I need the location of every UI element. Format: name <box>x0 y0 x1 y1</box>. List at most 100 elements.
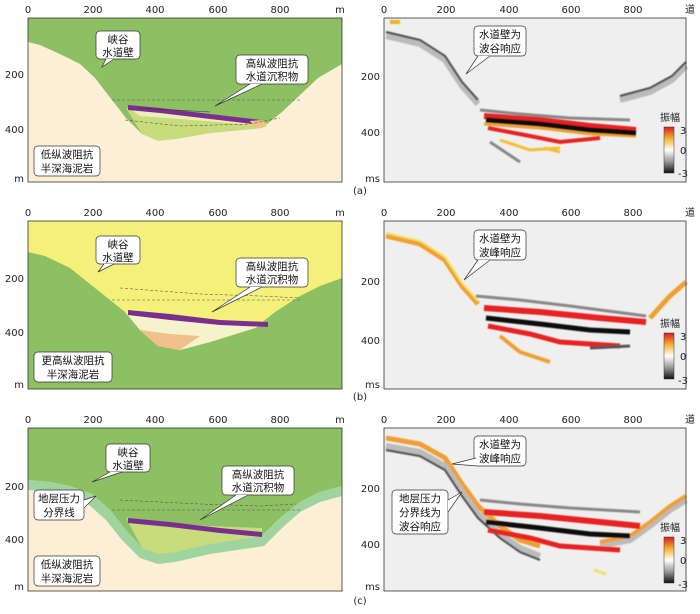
model-b-xtick-0: 0 <box>25 208 31 219</box>
seismic-b-xtick-600: 600 <box>561 208 580 219</box>
seismic-b-yunit: ms <box>365 380 380 391</box>
model-c-wall-label-2: 水道壁 <box>112 459 144 472</box>
model-c-boundary-label-1: 地层压力 <box>38 492 80 505</box>
seismic-c-boundary-label-2: 分界线为 <box>399 506 441 519</box>
colorbar-a-tick-min: -3 <box>678 169 688 180</box>
colorbar-c <box>663 536 675 584</box>
colorbar-c-title: 振幅 <box>660 521 680 534</box>
caption-a: (a) <box>353 186 367 197</box>
seismic-b-wall-label-2: 波峰响应 <box>479 246 521 259</box>
model-b-host-label-1: 更高纵波阻抗 <box>42 354 105 367</box>
model-b-yunit: m <box>14 380 24 391</box>
panel-a: 0 200 400 600 800 m 200 400 m 峡谷 水道壁 高纵波… <box>5 3 695 197</box>
seismic-a-xtick-600: 600 <box>561 5 580 16</box>
seismic-a-xtick-200: 200 <box>436 5 455 16</box>
seismic-b-ytick-400: 400 <box>361 336 380 347</box>
seismic-c-ytick-200: 200 <box>361 484 380 495</box>
model-c-xtick-600: 600 <box>208 415 227 426</box>
model-c-ytick-400: 400 <box>5 535 24 546</box>
model-c-ytick-200: 200 <box>5 482 24 493</box>
model-c-xtick-0: 0 <box>25 415 31 426</box>
colorbar-a-title: 振幅 <box>660 111 680 124</box>
model-b-wall-label-1: 峡谷 <box>108 238 129 251</box>
model-c-wall-label-1: 峡谷 <box>118 446 139 459</box>
colorbar-a-tick-zero: 0 <box>680 146 686 157</box>
seismic-b-xtick-0: 0 <box>381 208 387 219</box>
panel-b: 0 200 400 600 800 m 200 400 m 峡谷 水道壁 高纵波… <box>5 206 695 403</box>
seismic-a-xtick-0: 0 <box>381 5 387 16</box>
seismic-c-xtick-400: 400 <box>499 415 518 426</box>
model-c-channel-label-2: 水道沉积物 <box>232 481 285 494</box>
model-a-yunit: m <box>14 174 24 185</box>
model-c-host-label-1: 低纵波阻抗 <box>41 558 94 571</box>
model-a: 0 200 400 600 800 m 200 400 m 峡谷 水道壁 高纵波… <box>5 5 345 185</box>
model-b-xtick-400: 400 <box>145 208 164 219</box>
model-a-ytick-400: 400 <box>5 125 24 136</box>
colorbar-c-tick-zero: 0 <box>680 556 686 567</box>
model-a-xtick-400: 400 <box>145 5 164 16</box>
caption-c: (c) <box>353 596 366 607</box>
model-a-host-label-1: 低纵波阻抗 <box>41 148 94 161</box>
model-c-boundary-label-2: 分界线 <box>43 506 75 519</box>
model-c-yunit: m <box>14 582 24 593</box>
model-a-wall-label-1: 峡谷 <box>108 33 129 46</box>
colorbar-a <box>663 126 675 174</box>
model-a-xtick-600: 600 <box>208 5 227 16</box>
model-a-ytick-200: 200 <box>5 70 24 81</box>
seismic-a-xunit: 道 <box>685 3 695 16</box>
model-c-host-label-2: 半深海泥岩 <box>41 572 94 585</box>
seismic-b: 0 200 400 600 800 道 200 400 ms 水道壁为 波峰响应… <box>361 206 695 391</box>
seismic-c-wall-label-1: 水道壁为 <box>479 438 521 451</box>
model-b-xunit: m <box>335 208 345 219</box>
model-b-ytick-400: 400 <box>5 328 24 339</box>
colorbar-b <box>663 332 675 380</box>
caption-b: (b) <box>353 392 367 403</box>
seismic-b-wall-label-1: 水道壁为 <box>479 232 521 245</box>
seismic-b-xtick-200: 200 <box>436 208 455 219</box>
model-b-xtick-200: 200 <box>83 208 102 219</box>
model-a-xtick-800: 800 <box>270 5 289 16</box>
model-c-xunit: m <box>335 415 345 426</box>
colorbar-b-title: 振幅 <box>660 317 680 330</box>
seismic-a-ytick-400: 400 <box>361 128 380 139</box>
seismic-a-wall-label-1: 水道壁为 <box>479 28 521 41</box>
seismic-c-xtick-600: 600 <box>561 415 580 426</box>
colorbar-a-tick-max: 3 <box>680 126 686 137</box>
model-b-channel-label-2: 水道沉积物 <box>246 273 299 286</box>
model-b-xtick-600: 600 <box>208 208 227 219</box>
colorbar-b-tick-zero: 0 <box>680 352 686 363</box>
model-a-channel-label-1: 高纵波阻抗 <box>246 57 299 70</box>
seismic-a-yunit: ms <box>365 174 380 185</box>
seismic-c-boundary-label-1: 地层压力 <box>399 492 441 505</box>
seismic-c: 0 200 400 600 800 道 200 400 ms 水道壁为 波峰响应… <box>361 413 695 593</box>
seismic-c-boundary-label-3: 波谷响应 <box>399 520 441 533</box>
model-c: 0 200 400 600 800 m 200 400 m 峡谷 水道壁 高纵波… <box>5 415 345 593</box>
model-b: 0 200 400 600 800 m 200 400 m 峡谷 水道壁 高纵波… <box>5 208 345 391</box>
model-c-xtick-200: 200 <box>83 415 102 426</box>
model-b-host-label-2: 半深海泥岩 <box>47 368 100 381</box>
colorbar-b-tick-max: 3 <box>680 332 686 343</box>
seismic-c-xtick-800: 800 <box>623 415 642 426</box>
seismic-c-wall-label-2: 波峰响应 <box>479 452 521 465</box>
model-b-channel-label-1: 高纵波阻抗 <box>246 260 299 273</box>
seismic-b-xtick-800: 800 <box>623 208 642 219</box>
model-b-wall-label-2: 水道壁 <box>102 251 134 264</box>
seismic-b-xtick-400: 400 <box>499 208 518 219</box>
seismic-a-xtick-800: 800 <box>623 5 642 16</box>
model-b-xtick-800: 800 <box>270 208 289 219</box>
seismic-a: 0 200 400 600 800 道 200 400 ms 水道壁为 波谷响应… <box>361 3 695 185</box>
seismic-b-ytick-200: 200 <box>361 277 380 288</box>
model-a-xtick-0: 0 <box>25 5 31 16</box>
colorbar-c-tick-min: -3 <box>678 580 688 591</box>
colorbar-b-tick-min: -3 <box>678 376 688 387</box>
seismic-c-ytick-400: 400 <box>361 540 380 551</box>
model-a-host-label-2: 半深海泥岩 <box>41 162 94 175</box>
model-c-xtick-400: 400 <box>145 415 164 426</box>
seismic-a-xtick-400: 400 <box>499 5 518 16</box>
model-b-ytick-200: 200 <box>5 274 24 285</box>
colorbar-c-tick-max: 3 <box>680 536 686 547</box>
seismic-c-yunit: ms <box>365 582 380 593</box>
model-c-xtick-800: 800 <box>270 415 289 426</box>
model-a-xunit: m <box>335 5 345 16</box>
